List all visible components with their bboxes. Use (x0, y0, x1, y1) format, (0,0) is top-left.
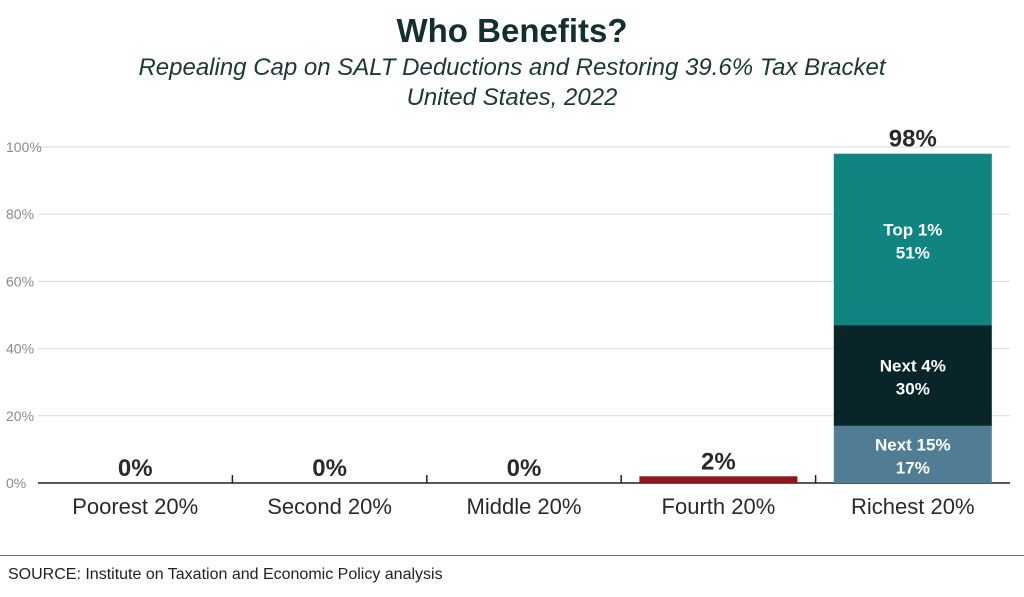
data-label: 98% (889, 126, 937, 153)
bar-chart: 0% 20% 40% 60% 80% 100% 0% Poorest 20% 0% Second … (6, 126, 1010, 519)
source-note: SOURCE: Institute on Taxation and Econom… (8, 566, 443, 583)
chart-subtitle-year: United States, 2022 (406, 84, 618, 111)
chart-subtitle: Repealing Cap on SALT Deductions and Res… (138, 54, 886, 81)
bar-segment-next-15 (833, 425, 992, 483)
y-tick-label: 100% (6, 139, 42, 155)
bar (639, 476, 798, 483)
y-tick-label: 60% (6, 273, 34, 289)
y-tick-label: 20% (6, 408, 34, 424)
segment-name-label: Top 1% (883, 220, 942, 239)
x-tick-label: Poorest 20% (72, 494, 198, 519)
segment-name-label: Next 15% (875, 435, 951, 454)
x-tick-label: Richest 20% (851, 494, 975, 519)
y-tick-label: 0% (6, 475, 26, 491)
data-label: 0% (507, 455, 542, 482)
bar-segment-top-1 (833, 153, 992, 326)
x-tick-label: Middle 20% (467, 494, 582, 519)
bar-segment-next-4 (833, 325, 992, 426)
data-label: 0% (312, 455, 347, 482)
segment-value-label: 17% (896, 458, 930, 477)
segment-name-label: Next 4% (880, 356, 946, 375)
x-tick-label: Second 20% (267, 494, 392, 519)
chart-title: Who Benefits? (396, 12, 628, 49)
segment-value-label: 30% (896, 379, 930, 398)
x-tick-label: Fourth 20% (662, 494, 776, 519)
y-tick-label: 80% (6, 206, 34, 222)
segment-value-label: 51% (896, 243, 930, 262)
data-label: 0% (118, 455, 153, 482)
data-label: 2% (701, 448, 736, 475)
footer-divider (0, 555, 1024, 556)
y-tick-label: 40% (6, 341, 34, 357)
